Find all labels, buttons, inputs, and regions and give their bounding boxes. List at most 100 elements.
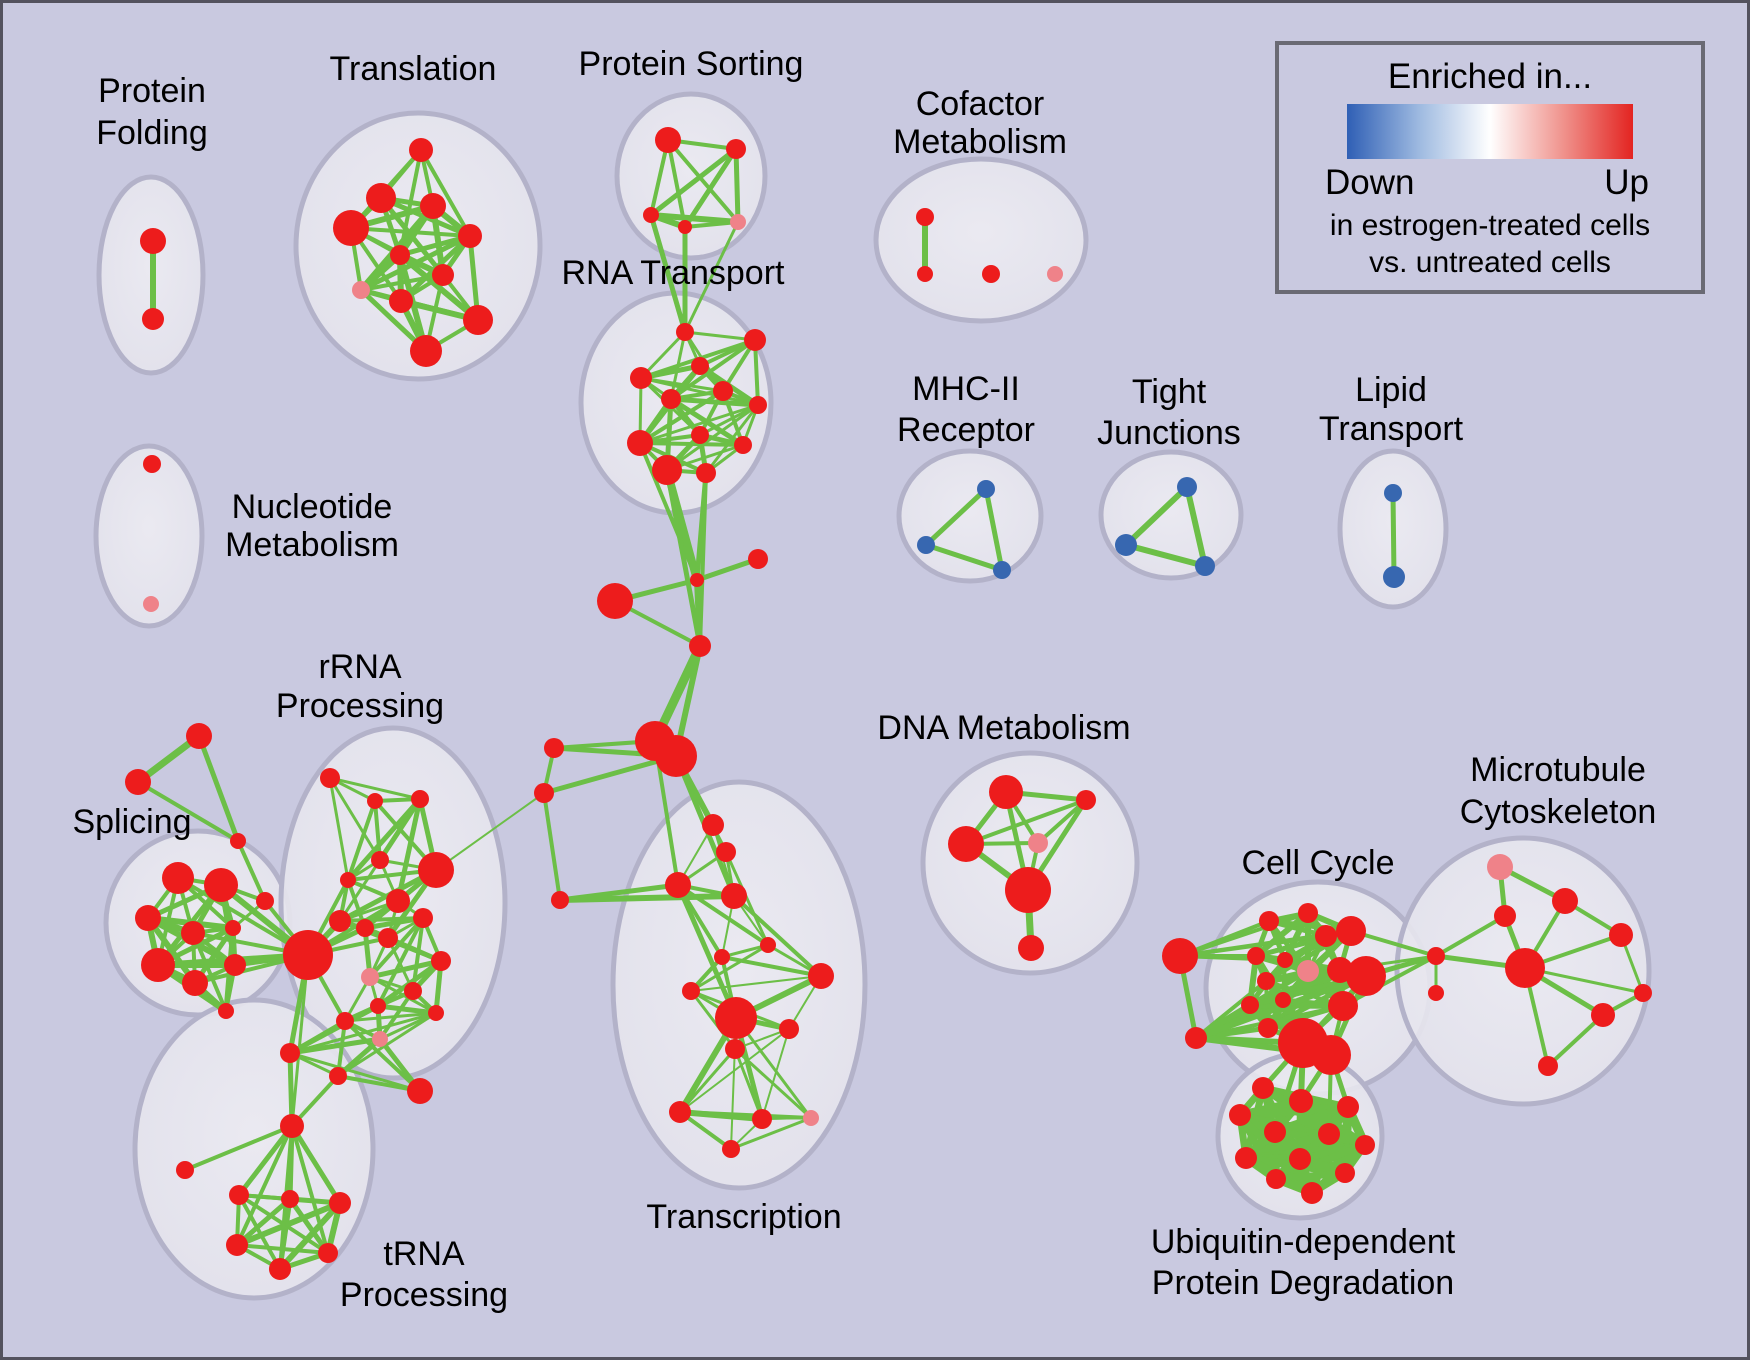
network-node[interactable] <box>281 1190 299 1208</box>
network-node[interactable] <box>948 826 984 862</box>
network-node[interactable] <box>1494 905 1516 927</box>
network-node[interactable] <box>371 851 389 869</box>
network-node[interactable] <box>655 127 681 153</box>
network-node[interactable] <box>407 1078 433 1104</box>
network-node[interactable] <box>1634 984 1652 1002</box>
network-node[interactable] <box>917 536 935 554</box>
network-node[interactable] <box>366 183 396 213</box>
network-node[interactable] <box>125 769 151 795</box>
network-node[interactable] <box>1384 484 1402 502</box>
network-node[interactable] <box>982 265 1000 283</box>
network-node[interactable] <box>329 1067 347 1085</box>
network-node[interactable] <box>749 396 767 414</box>
network-node[interactable] <box>744 329 766 351</box>
network-node[interactable] <box>779 1019 799 1039</box>
network-node[interactable] <box>916 208 934 226</box>
network-node[interactable] <box>1258 1018 1278 1038</box>
network-node[interactable] <box>1591 1003 1615 1027</box>
network-node[interactable] <box>428 1005 444 1021</box>
network-node[interactable] <box>1235 1147 1257 1169</box>
network-node[interactable] <box>1427 947 1445 965</box>
network-node[interactable] <box>1337 1096 1359 1118</box>
network-node[interactable] <box>143 455 161 473</box>
network-node[interactable] <box>320 768 340 788</box>
network-node[interactable] <box>367 793 383 809</box>
network-node[interactable] <box>655 735 697 777</box>
network-node[interactable] <box>722 1140 740 1158</box>
network-node[interactable] <box>1259 911 1279 931</box>
network-node[interactable] <box>218 1003 234 1019</box>
network-node[interactable] <box>390 245 410 265</box>
network-node[interactable] <box>352 281 370 299</box>
network-node[interactable] <box>1336 916 1366 946</box>
network-node[interactable] <box>752 1109 772 1129</box>
network-node[interactable] <box>715 997 757 1039</box>
network-node[interactable] <box>748 549 768 569</box>
network-node[interactable] <box>691 426 709 444</box>
network-node[interactable] <box>690 573 704 587</box>
network-node[interactable] <box>630 367 652 389</box>
network-node[interactable] <box>734 436 752 454</box>
network-node[interactable] <box>551 891 569 909</box>
network-node[interactable] <box>714 949 730 965</box>
network-node[interactable] <box>652 455 682 485</box>
network-node[interactable] <box>1247 947 1265 965</box>
network-node[interactable] <box>689 635 711 657</box>
network-node[interactable] <box>1289 1089 1313 1113</box>
network-node[interactable] <box>329 910 351 932</box>
network-node[interactable] <box>1266 1169 1286 1189</box>
network-node[interactable] <box>176 1161 194 1179</box>
network-node[interactable] <box>386 889 410 913</box>
network-node[interactable] <box>226 1234 248 1256</box>
network-node[interactable] <box>1346 956 1386 996</box>
network-node[interactable] <box>534 783 554 803</box>
network-node[interactable] <box>730 214 746 230</box>
network-node[interactable] <box>1252 1077 1274 1099</box>
network-node[interactable] <box>135 905 161 931</box>
network-node[interactable] <box>597 583 633 619</box>
network-node[interactable] <box>140 228 166 254</box>
network-node[interactable] <box>389 289 413 313</box>
network-node[interactable] <box>186 723 212 749</box>
network-node[interactable] <box>1609 923 1633 947</box>
network-node[interactable] <box>372 1031 388 1047</box>
network-node[interactable] <box>1028 833 1048 853</box>
network-node[interactable] <box>713 381 733 401</box>
network-node[interactable] <box>333 210 369 246</box>
network-node[interactable] <box>1018 935 1044 961</box>
network-node[interactable] <box>716 842 736 862</box>
network-node[interactable] <box>627 430 653 456</box>
network-node[interactable] <box>432 264 454 286</box>
network-node[interactable] <box>229 1185 249 1205</box>
network-node[interactable] <box>989 775 1023 809</box>
network-node[interactable] <box>318 1243 338 1263</box>
network-node[interactable] <box>1229 1104 1251 1126</box>
network-node[interactable] <box>329 1192 351 1214</box>
network-node[interactable] <box>411 790 429 808</box>
network-node[interactable] <box>661 389 681 409</box>
network-node[interactable] <box>977 480 995 498</box>
network-node[interactable] <box>808 963 834 989</box>
network-node[interactable] <box>361 968 379 986</box>
network-node[interactable] <box>1318 1123 1340 1145</box>
network-node[interactable] <box>340 872 356 888</box>
network-node[interactable] <box>993 561 1011 579</box>
network-node[interactable] <box>1177 477 1197 497</box>
network-node[interactable] <box>669 1101 691 1123</box>
network-node[interactable] <box>336 1012 354 1030</box>
network-node[interactable] <box>204 868 238 902</box>
network-node[interactable] <box>1185 1027 1207 1049</box>
network-node[interactable] <box>682 982 700 1000</box>
network-node[interactable] <box>141 948 175 982</box>
network-node[interactable] <box>1383 566 1405 588</box>
network-node[interactable] <box>665 872 691 898</box>
network-node[interactable] <box>1289 1148 1311 1170</box>
network-node[interactable] <box>458 224 482 248</box>
network-node[interactable] <box>181 921 205 945</box>
network-node[interactable] <box>1047 266 1063 282</box>
network-node[interactable] <box>404 982 422 1000</box>
network-node[interactable] <box>269 1258 291 1280</box>
network-node[interactable] <box>225 920 241 936</box>
network-node[interactable] <box>1487 854 1513 880</box>
network-node[interactable] <box>1264 1121 1286 1143</box>
